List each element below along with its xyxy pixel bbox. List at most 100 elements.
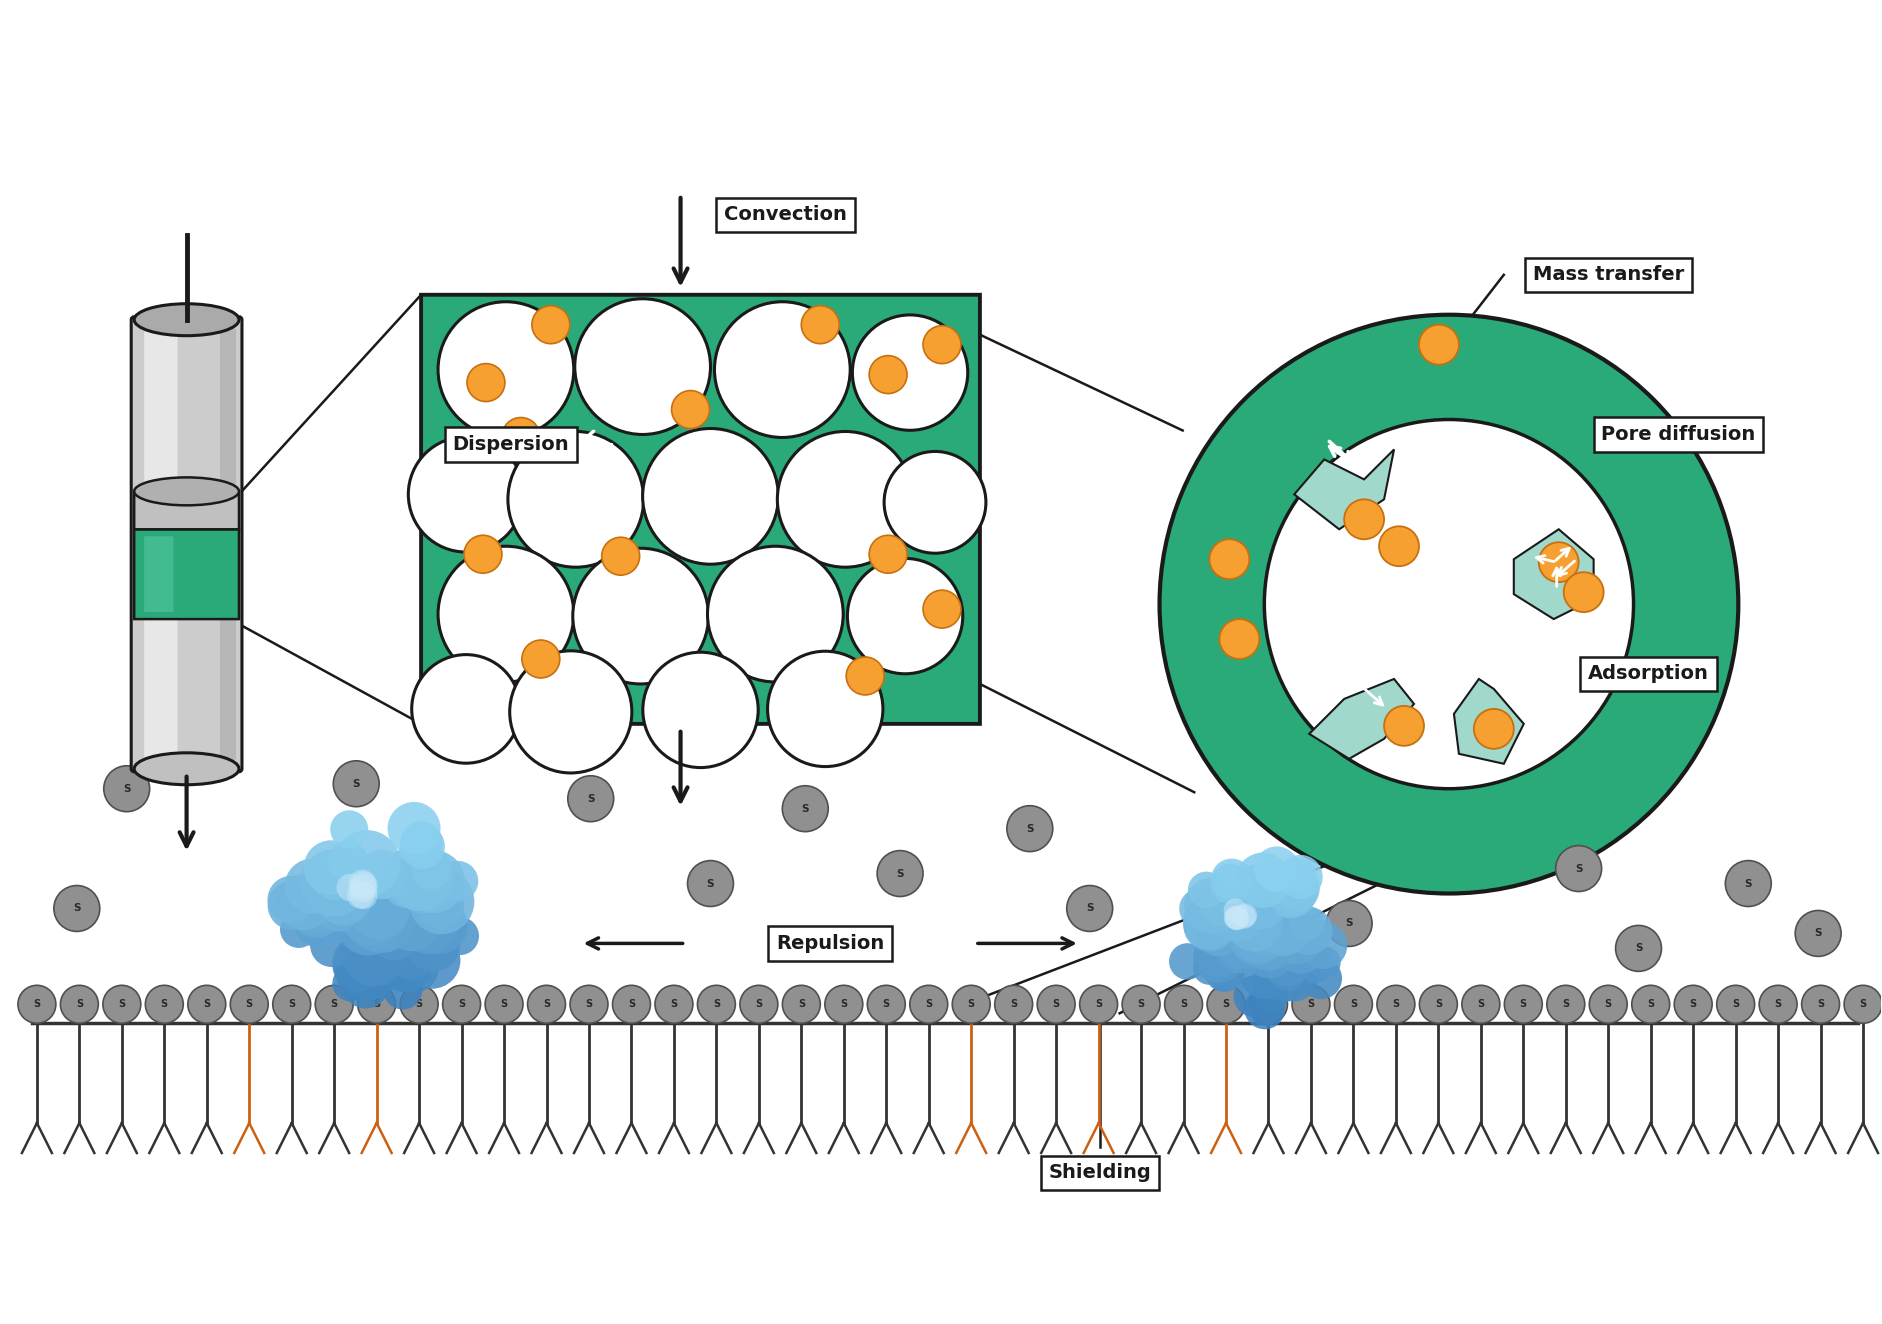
Circle shape <box>1474 708 1513 749</box>
Circle shape <box>885 451 986 553</box>
Circle shape <box>1193 952 1225 985</box>
Circle shape <box>104 765 149 812</box>
FancyBboxPatch shape <box>145 328 177 761</box>
Circle shape <box>348 870 376 898</box>
FancyBboxPatch shape <box>132 316 243 772</box>
Circle shape <box>55 886 100 931</box>
Circle shape <box>312 880 363 932</box>
Circle shape <box>1210 858 1252 899</box>
Text: S: S <box>839 1000 847 1009</box>
Circle shape <box>273 985 311 1023</box>
Text: S: S <box>1859 1000 1865 1009</box>
Polygon shape <box>1293 449 1393 530</box>
Circle shape <box>1206 985 1244 1023</box>
Polygon shape <box>1453 679 1523 764</box>
Circle shape <box>1242 906 1293 956</box>
Circle shape <box>672 391 710 429</box>
Text: S: S <box>1391 1000 1398 1009</box>
Circle shape <box>314 866 373 925</box>
Circle shape <box>574 299 710 434</box>
Text: S: S <box>1477 1000 1483 1009</box>
Circle shape <box>696 985 736 1023</box>
Text: S: S <box>670 1000 678 1009</box>
Text: S: S <box>627 1000 634 1009</box>
Circle shape <box>1615 925 1660 972</box>
Circle shape <box>1261 959 1304 1002</box>
Text: S: S <box>1009 1000 1016 1009</box>
Circle shape <box>1299 922 1346 969</box>
Text: S: S <box>160 1000 167 1009</box>
Circle shape <box>1223 899 1248 923</box>
Text: S: S <box>457 1000 465 1009</box>
Circle shape <box>1236 865 1274 903</box>
Circle shape <box>365 902 423 960</box>
Circle shape <box>1233 903 1257 927</box>
Text: S: S <box>1180 1000 1186 1009</box>
Circle shape <box>104 985 141 1023</box>
Circle shape <box>1588 985 1626 1023</box>
Circle shape <box>230 985 267 1023</box>
Circle shape <box>350 882 378 910</box>
Circle shape <box>1724 861 1771 907</box>
Circle shape <box>1227 903 1287 963</box>
Text: S: S <box>1647 1000 1654 1009</box>
Circle shape <box>708 547 843 682</box>
Text: S: S <box>1773 1000 1780 1009</box>
Circle shape <box>1270 912 1321 964</box>
Text: S: S <box>585 1000 593 1009</box>
Ellipse shape <box>134 303 239 336</box>
Text: S: S <box>1265 1000 1272 1009</box>
FancyBboxPatch shape <box>134 530 239 620</box>
Circle shape <box>1673 985 1711 1023</box>
Circle shape <box>19 985 56 1023</box>
Circle shape <box>740 985 777 1023</box>
Text: S: S <box>288 1000 295 1009</box>
Circle shape <box>1842 985 1880 1023</box>
Text: S: S <box>967 1000 975 1009</box>
Text: S: S <box>501 1000 508 1009</box>
Text: S: S <box>352 779 359 789</box>
Text: Shielding: Shielding <box>1048 1164 1150 1182</box>
Circle shape <box>1220 620 1259 659</box>
Circle shape <box>1253 978 1287 1013</box>
Text: S: S <box>924 1000 932 1009</box>
Circle shape <box>410 896 467 955</box>
Circle shape <box>1300 957 1342 1000</box>
Circle shape <box>1263 420 1634 789</box>
Circle shape <box>1270 955 1317 1002</box>
Circle shape <box>1225 907 1248 931</box>
FancyBboxPatch shape <box>145 536 173 612</box>
Circle shape <box>1122 985 1159 1023</box>
Circle shape <box>768 651 883 767</box>
Circle shape <box>1308 947 1340 978</box>
Circle shape <box>439 547 574 682</box>
Circle shape <box>1248 992 1282 1026</box>
Circle shape <box>713 302 851 437</box>
Circle shape <box>1235 853 1289 908</box>
Text: S: S <box>119 1000 126 1009</box>
Circle shape <box>1716 985 1754 1023</box>
Circle shape <box>303 841 358 895</box>
Circle shape <box>1235 879 1285 929</box>
Text: S: S <box>75 1000 83 1009</box>
Circle shape <box>1504 985 1541 1023</box>
Circle shape <box>1291 985 1329 1023</box>
Circle shape <box>1253 846 1299 892</box>
Circle shape <box>412 850 452 890</box>
Circle shape <box>521 639 559 678</box>
Circle shape <box>1297 948 1332 982</box>
Circle shape <box>1236 908 1297 968</box>
Polygon shape <box>1308 679 1413 759</box>
Circle shape <box>380 941 431 992</box>
Text: Convection: Convection <box>723 205 847 225</box>
Text: S: S <box>1634 944 1641 953</box>
Circle shape <box>1284 858 1316 891</box>
Circle shape <box>1218 927 1261 969</box>
FancyBboxPatch shape <box>422 295 979 724</box>
Text: S: S <box>1731 1000 1739 1009</box>
Circle shape <box>437 861 478 902</box>
Circle shape <box>869 535 907 573</box>
Text: S: S <box>1349 1000 1357 1009</box>
Text: S: S <box>1434 1000 1442 1009</box>
Circle shape <box>1193 932 1244 982</box>
